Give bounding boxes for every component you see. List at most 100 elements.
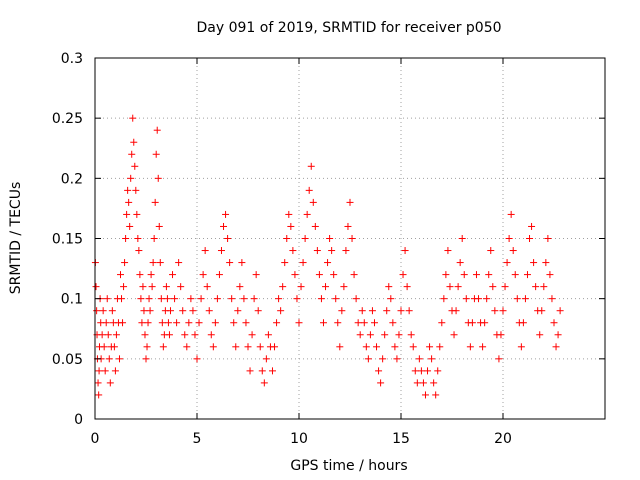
data-point [220,222,228,230]
data-point [446,283,454,291]
data-point [137,295,145,303]
data-point [528,222,536,230]
data-point [513,295,521,303]
data-point [299,259,307,267]
data-point [258,367,266,375]
data-point [199,271,207,279]
data-point [368,307,376,315]
data-point [550,319,558,327]
data-point [311,222,319,230]
data-point [366,331,374,339]
data-point [434,367,442,375]
data-point [456,259,464,267]
data-point [157,295,165,303]
data-point [424,367,432,375]
data-point [444,247,452,255]
data-point [356,331,364,339]
data-point [217,247,225,255]
data-point [322,283,330,291]
data-point [305,186,313,194]
data-point [430,379,438,387]
data-point [391,343,399,351]
data-point [548,295,556,303]
data-point [95,391,103,399]
data-point [264,331,272,339]
data-point [115,355,123,363]
data-point [309,198,317,206]
data-point [313,247,321,255]
data-point [505,235,513,242]
y-tick-label: 0.05 [52,352,83,368]
data-point [171,295,179,303]
data-point [135,247,143,255]
data-point [375,367,383,375]
data-point [495,355,503,363]
data-point [205,307,213,315]
data-point [377,379,385,387]
data-point [454,283,462,291]
data-point [240,295,248,303]
y-tick-label: 0.3 [61,51,83,67]
data-point [468,319,476,327]
data-point [142,355,150,363]
data-point [175,259,183,267]
data-point [185,319,193,327]
data-point [102,319,110,327]
data-point [319,319,327,327]
data-point [432,391,440,399]
data-point [542,259,550,267]
data-point [256,343,264,351]
data-point [236,283,244,291]
data-point [297,283,305,291]
data-point [101,367,109,375]
data-point [354,319,362,327]
data-point [232,343,240,351]
data-point [211,319,219,327]
data-point [128,150,136,158]
data-point [509,247,517,255]
data-point [552,343,560,351]
data-point [215,271,223,279]
data-point [340,283,348,291]
data-point [164,319,172,327]
data-point [121,259,129,267]
data-point [140,307,148,315]
data-point [344,222,352,230]
data-point [166,307,174,315]
data-point [201,247,209,255]
data-point [485,271,493,279]
data-point [291,271,299,279]
data-point [118,295,126,303]
data-point [238,259,246,267]
data-point [487,247,495,255]
data-point [336,343,344,351]
data-point [119,319,127,327]
data-point [538,307,546,315]
data-point [197,295,205,303]
data-point [141,331,149,339]
data-point [440,295,448,303]
data-point [315,271,323,279]
data-point [226,259,234,267]
data-point [112,331,120,339]
data-point [126,222,134,230]
data-point [389,319,397,327]
data-point [130,138,138,146]
data-point [481,319,489,327]
data-point [397,307,405,315]
data-point [517,343,525,351]
data-point [348,235,356,242]
y-tick-label: 0.15 [52,232,83,248]
data-point [246,367,254,375]
data-point [173,319,181,327]
data-point [273,319,281,327]
data-point [124,186,132,194]
data-point [136,271,144,279]
data-point [289,247,297,255]
data-point [163,295,171,303]
data-point [381,331,389,339]
x-tick-label: 0 [91,431,100,447]
data-point [149,259,157,267]
data-point [100,343,108,351]
data-point [479,343,487,351]
